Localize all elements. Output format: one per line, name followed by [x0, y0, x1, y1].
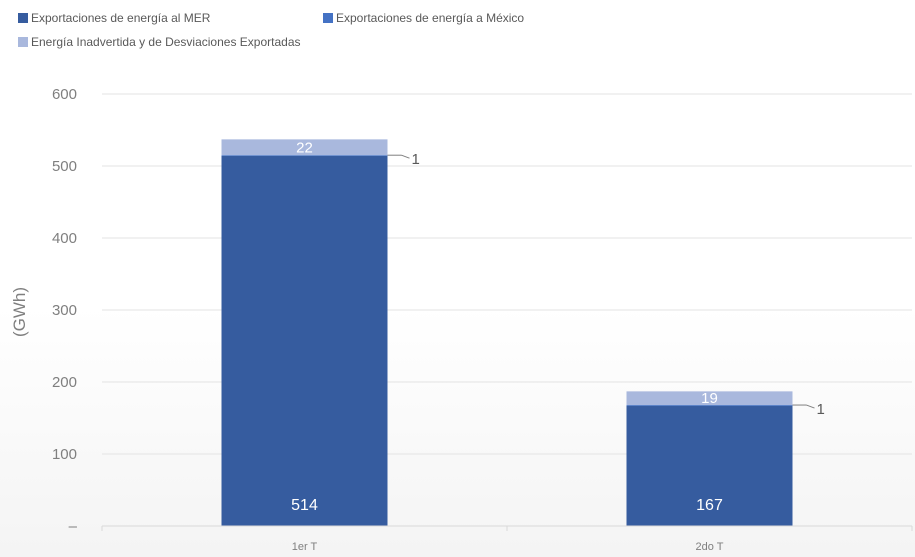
- y-tick-label-2: 200: [52, 374, 77, 391]
- x-axis: 1er T 2do T: [101, 525, 913, 553]
- bar-2do-t-series-2: [626, 404, 793, 406]
- y-axis-label: (GWh): [10, 287, 29, 337]
- bar-1er-t-series-2: [221, 155, 388, 156]
- y-tick-label-1: 100: [52, 446, 77, 463]
- legend: Exportaciones de energía al MER Exportaci…: [18, 11, 524, 49]
- bar-1er-t-series-3: [221, 139, 388, 156]
- bar-2do-t-series-1: [626, 405, 793, 526]
- x-tick-label-2: 2do T: [696, 541, 724, 553]
- data-label-2do-t-series-3: 19: [701, 390, 718, 407]
- bar-2do-t-series-3: [626, 391, 793, 406]
- y-tick-label-3: 300: [52, 302, 77, 319]
- bars: 514 1 22 167 1 19: [221, 139, 825, 527]
- data-label-1er-t-series-2: 1: [412, 151, 420, 168]
- data-label-2do-t-series-2: 1: [817, 401, 825, 418]
- data-label-1er-t-series-3: 22: [296, 139, 313, 156]
- legend-swatch-3: [18, 37, 28, 47]
- legend-label-1: Exportaciones de energía al MER: [31, 11, 211, 25]
- y-tick-label-5: 500: [52, 158, 77, 175]
- x-tick-label-1: 1er T: [292, 541, 318, 553]
- data-label-2do-t-series-1: 167: [696, 497, 723, 514]
- leader-line-tail-1er-t: [401, 154, 410, 159]
- legend-swatch-2: [323, 13, 333, 23]
- legend-label-2: Exportaciones de energía a México: [336, 11, 524, 25]
- bar-1er-t-series-1: [221, 155, 388, 527]
- legend-label-3: Energía Inadvertida y de Desviaciones Ex…: [31, 35, 301, 49]
- legend-swatch-1: [18, 13, 28, 23]
- y-tick-label-0: –: [69, 518, 78, 535]
- y-tick-label-4: 400: [52, 230, 77, 247]
- leader-line-tail-2do-t: [806, 404, 815, 409]
- y-tick-label-6: 600: [52, 86, 77, 103]
- data-label-1er-t-series-1: 514: [291, 497, 318, 514]
- y-axis: – 100 200 300 400 500 600: [52, 86, 78, 535]
